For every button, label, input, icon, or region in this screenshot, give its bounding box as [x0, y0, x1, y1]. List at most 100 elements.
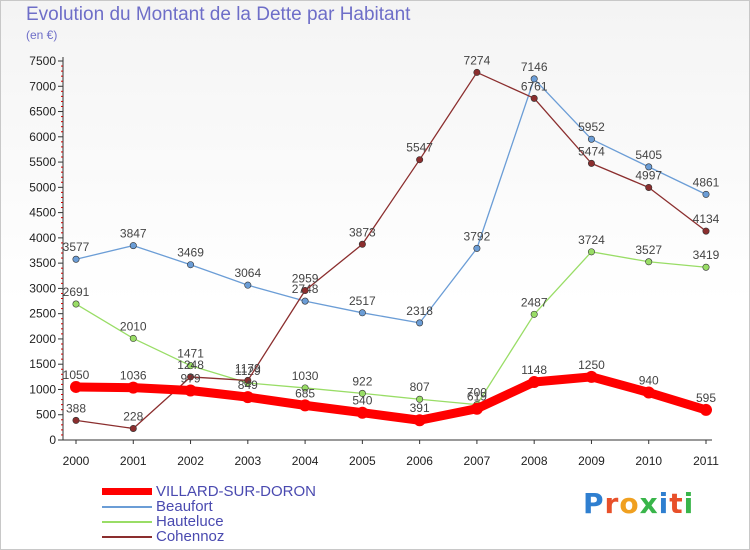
x-tick-label: 2008 [521, 454, 548, 468]
data-point [587, 248, 595, 256]
data-point [244, 376, 252, 384]
data-point [642, 386, 655, 399]
x-tick-label: 2010 [635, 454, 662, 468]
logo-letter: o [619, 487, 640, 520]
data-point [587, 159, 595, 167]
x-tick-label: 2011 [693, 454, 719, 468]
data-label: 3064 [234, 266, 261, 280]
data-point [301, 384, 309, 392]
x-tick-label: 2009 [578, 454, 605, 468]
x-tick-label: 2004 [292, 454, 319, 468]
data-label: 7274 [464, 53, 491, 67]
legend-swatch-cohennoz [102, 536, 152, 538]
x-tick-label: 2002 [177, 454, 204, 468]
data-point [473, 68, 481, 76]
data-label: 3577 [63, 240, 90, 254]
data-label: 979 [181, 372, 201, 386]
y-tick-label: 5500 [29, 155, 56, 169]
data-label: 540 [352, 394, 372, 408]
data-label: 3724 [578, 233, 605, 247]
data-label: 1030 [292, 369, 319, 383]
data-point [356, 406, 369, 419]
data-label: 2318 [406, 304, 433, 318]
data-point [72, 300, 80, 308]
proxiti-logo: Proxiti [583, 487, 694, 520]
chart-subtitle: (en €) [26, 28, 58, 42]
data-label: 7146 [521, 60, 548, 74]
data-label: 4861 [693, 175, 720, 189]
legend-swatch-hauteluce [102, 521, 152, 523]
data-label: 3527 [635, 243, 662, 257]
data-point [416, 156, 424, 164]
logo-letter: P [583, 487, 605, 520]
data-point [72, 255, 80, 263]
data-point [645, 183, 653, 191]
data-label: 807 [410, 380, 430, 394]
data-label: 3847 [120, 227, 147, 241]
data-point [72, 416, 80, 424]
data-label: 5547 [406, 141, 433, 155]
data-point [702, 190, 710, 198]
data-point [187, 261, 195, 269]
y-tick-label: 2500 [29, 307, 56, 321]
data-label: 4134 [693, 212, 720, 226]
y-tick-label: 6500 [29, 105, 56, 119]
data-point [187, 362, 195, 370]
y-tick-label: 500 [36, 408, 56, 422]
y-tick-label: 7500 [29, 54, 56, 68]
data-point [129, 334, 137, 342]
data-label: 2487 [521, 295, 548, 309]
data-label: 1179 [235, 361, 261, 375]
data-label: 2959 [292, 271, 319, 285]
x-tick-label: 2001 [120, 454, 147, 468]
y-tick-label: 2000 [29, 332, 56, 346]
y-tick-label: 4500 [29, 206, 56, 220]
data-label: 1129 [235, 364, 261, 378]
legend-swatch-beaufort [102, 506, 152, 508]
data-label: 5952 [578, 120, 605, 134]
data-point [416, 395, 424, 403]
data-point [528, 375, 541, 388]
data-point [301, 286, 309, 294]
data-point [585, 370, 598, 383]
x-tick-label: 2005 [349, 454, 376, 468]
data-point [470, 402, 483, 415]
data-point [587, 135, 595, 143]
logo-letter: i [683, 487, 695, 520]
logo-letter: i [658, 487, 670, 520]
y-tick-label: 4000 [29, 231, 56, 245]
data-label: 3469 [177, 246, 204, 260]
y-tick-label: 1500 [29, 357, 56, 371]
data-label: 6761 [521, 79, 548, 93]
data-point [241, 391, 254, 404]
logo-letter: x [639, 487, 659, 520]
series-line-2 [75, 251, 707, 406]
x-tick-label: 2007 [464, 454, 491, 468]
data-point [645, 258, 653, 266]
data-label: 391 [410, 401, 430, 415]
series-line-3 [75, 71, 707, 430]
data-label: 1148 [521, 363, 547, 377]
data-point [358, 389, 366, 397]
data-label: 3792 [464, 229, 491, 243]
data-label: 595 [696, 391, 716, 405]
legend-swatch-villard [102, 488, 152, 495]
data-label: 5405 [635, 148, 662, 162]
legend-label-beaufort: Beaufort [156, 498, 213, 515]
data-label: 940 [639, 373, 659, 387]
data-point [530, 310, 538, 318]
data-point [702, 263, 710, 271]
data-label: 3873 [349, 225, 376, 239]
data-label: 2010 [120, 319, 147, 333]
data-point [530, 75, 538, 83]
data-label: 685 [295, 386, 315, 400]
legend-label-villard: VILLARD-SUR-DORON [156, 483, 317, 500]
logo-letter: t [669, 487, 684, 520]
data-label: 4997 [635, 168, 662, 182]
data-point [299, 399, 312, 412]
data-label: 849 [238, 378, 258, 392]
data-point [244, 281, 252, 289]
legend-label-hauteluce: Hauteluce [156, 513, 224, 530]
